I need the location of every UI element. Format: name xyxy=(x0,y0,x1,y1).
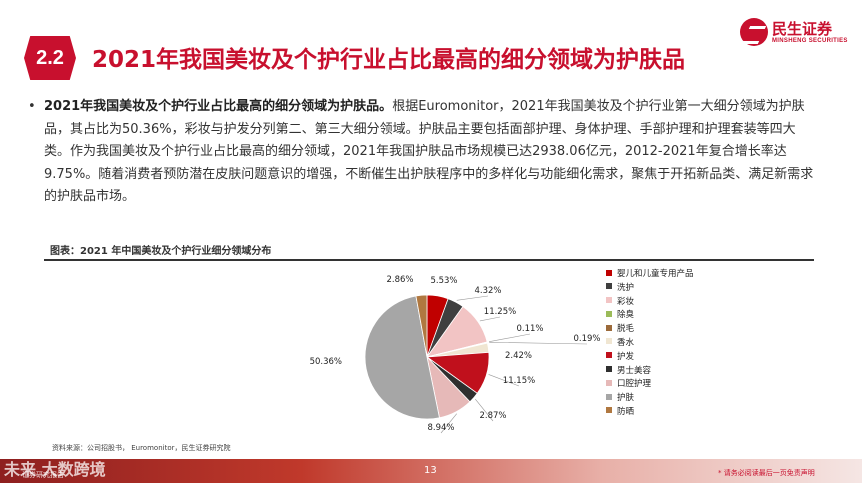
page-title: 2021年我国美妆及个护行业占比最高的细分领域为护肤品 xyxy=(92,47,686,73)
legend-label: 护发 xyxy=(617,351,635,362)
legend-swatch xyxy=(606,379,612,386)
leader-line-6 xyxy=(488,374,520,387)
pie-slice-9 xyxy=(364,295,440,420)
body-text: 根据Euromonitor，2021年我国美妆及个护行业第一大细分领域为护肤品，… xyxy=(44,99,814,204)
chart-title: 图表：2021 年中国美妆及个护行业细分领域分布 xyxy=(50,246,272,257)
leader-line-7 xyxy=(475,398,494,422)
legend-swatch xyxy=(606,407,612,414)
legend-label: 口腔护理 xyxy=(617,379,652,390)
body-paragraph: • 2021年我国美妆及个护行业占比最高的细分领域为护肤品。根据Euromoni… xyxy=(28,96,816,209)
legend-label: 洗护 xyxy=(617,282,635,293)
legend-swatch xyxy=(606,297,612,304)
data-label-10: 2.86% xyxy=(386,275,413,285)
logo-chinese-name: 民生证券 xyxy=(772,20,833,38)
legend-item: 防晒 xyxy=(606,405,694,419)
chart-legend: 婴儿和儿童专用产品 洗护彩妆除臭脱毛香水护发男士美容口腔护理护肤防晒 xyxy=(606,267,694,419)
legend-item: 婴儿和儿童专用产品 xyxy=(606,267,694,281)
leader-line-1 xyxy=(456,295,489,301)
legend-item: 洗护 xyxy=(606,281,694,295)
data-label-9: 50.36% xyxy=(310,357,342,367)
data-label-0: 5.53% xyxy=(430,276,457,286)
source-note: 资料来源：公司招股书， Euromonitor，民生证券研究院 xyxy=(52,444,231,452)
data-label-8: 8.94% xyxy=(427,423,454,433)
leader-line-8 xyxy=(440,413,457,434)
data-label-4: 0.19% xyxy=(573,334,600,344)
legend-swatch xyxy=(606,324,612,331)
legend-label: 香水 xyxy=(617,337,635,348)
disclaimer: * 请务必阅读最后一页免责声明 xyxy=(718,469,815,477)
legend-swatch xyxy=(606,310,612,317)
legend-item: 护肤 xyxy=(606,391,694,405)
legend-label: 彩妆 xyxy=(617,296,635,307)
watermark-sub: 证券研究报告 xyxy=(22,471,64,479)
leader-line-2 xyxy=(479,316,501,322)
legend-item: 彩妆 xyxy=(606,295,694,309)
legend-swatch xyxy=(606,393,612,400)
legend-swatch xyxy=(606,366,612,373)
section-number-badge: 2.2 xyxy=(24,36,76,80)
logo-icon xyxy=(740,18,768,46)
legend-label: 防晒 xyxy=(617,406,635,417)
legend-item: 护发 xyxy=(606,350,694,364)
legend-label: 婴儿和儿童专用产品 xyxy=(617,269,694,279)
body-lead-sentence: 2021年我国美妆及个护行业占比最高的细分领域为护肤品。 xyxy=(44,99,393,114)
legend-item: 脱毛 xyxy=(606,322,694,336)
legend-swatch xyxy=(606,338,612,345)
legend-label: 脱毛 xyxy=(617,324,635,335)
logo-english-name: MINSHENG SECURITIES xyxy=(772,38,848,44)
legend-swatch xyxy=(606,352,612,359)
legend-item: 除臭 xyxy=(606,308,694,322)
pie-slice-10 xyxy=(415,294,428,358)
chart-divider xyxy=(44,259,814,261)
data-label-7: 2.87% xyxy=(479,411,506,421)
legend-item: 男士美容 xyxy=(606,364,694,378)
company-logo: 民生证券 MINSHENG SECURITIES xyxy=(740,16,850,50)
legend-swatch xyxy=(606,269,612,276)
data-label-1: 4.32% xyxy=(474,286,501,296)
data-label-6: 11.15% xyxy=(503,376,535,386)
bullet-icon: • xyxy=(28,99,36,114)
legend-label: 除臭 xyxy=(617,310,635,321)
watermark: 未来 大数跨境 xyxy=(4,460,106,479)
legend-item: 香水 xyxy=(606,336,694,350)
legend-label: 护肤 xyxy=(617,393,635,404)
data-label-2: 11.25% xyxy=(484,307,516,317)
leader-line-3 xyxy=(489,333,531,342)
legend-item: 口腔护理 xyxy=(606,377,694,391)
legend-swatch xyxy=(606,283,612,290)
leader-line-4 xyxy=(489,341,588,345)
legend-label: 男士美容 xyxy=(617,365,652,376)
top-bar xyxy=(0,0,862,6)
data-label-5: 2.42% xyxy=(505,351,532,361)
data-label-3: 0.11% xyxy=(516,324,543,334)
page-number: 13 xyxy=(424,465,437,476)
footer-band xyxy=(0,459,862,483)
